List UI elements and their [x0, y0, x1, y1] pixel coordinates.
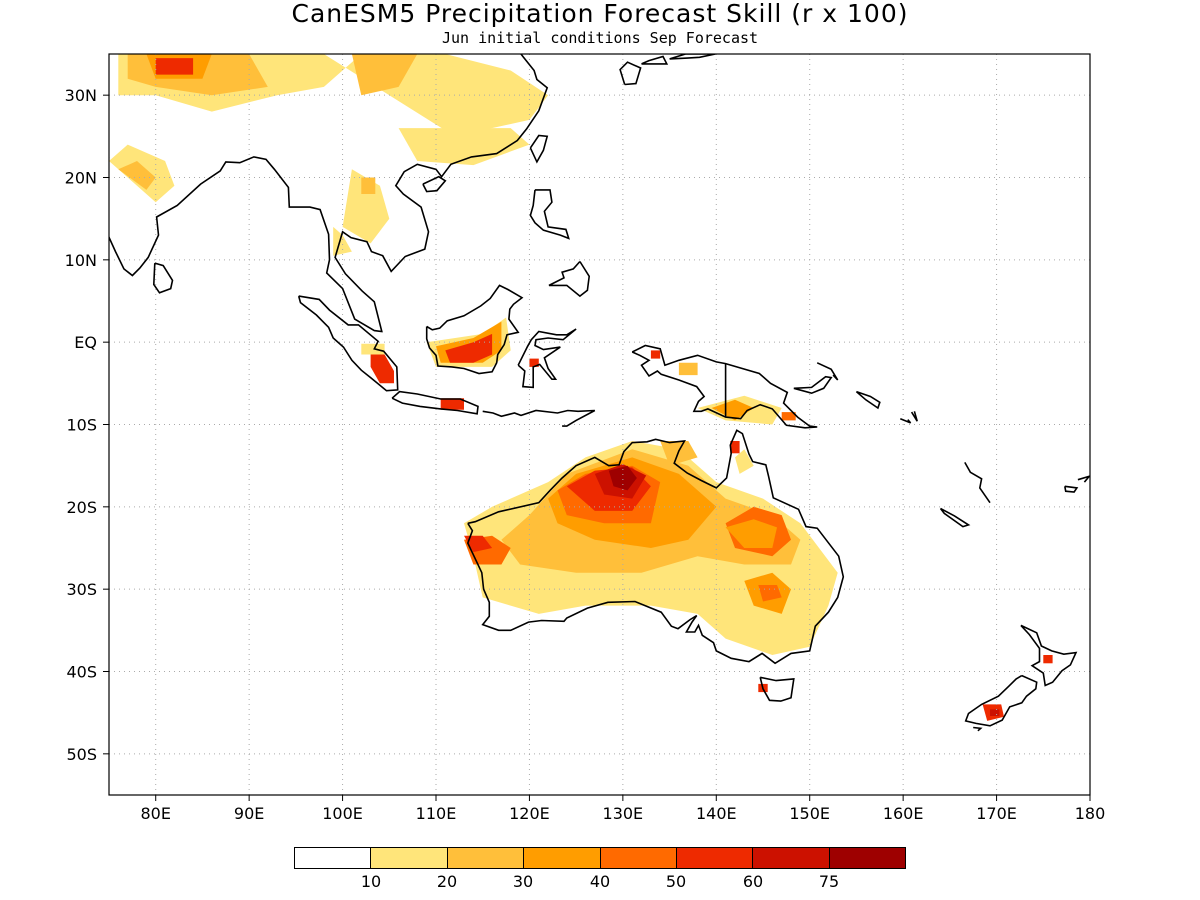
- coastline: [899, 417, 912, 424]
- colorbar-swatch: [600, 848, 677, 868]
- lon-tick-label: 150E: [789, 804, 830, 823]
- coastline: [548, 260, 591, 298]
- lon-tick-label: 90E: [234, 804, 264, 823]
- coastline: [529, 134, 549, 164]
- graticule: [109, 54, 1090, 795]
- skill-contour: [725, 519, 777, 548]
- lat-tick-label: EQ: [74, 333, 97, 352]
- skill-contour: [342, 169, 390, 244]
- coastline: [425, 284, 524, 375]
- skill-contour: [440, 398, 464, 410]
- skill-contour: [398, 128, 530, 166]
- lat-tick-label: 50S: [66, 745, 97, 764]
- coastline: [910, 411, 918, 422]
- skill-contour: [1043, 655, 1053, 664]
- coastline: [759, 676, 795, 702]
- coastline: [973, 726, 983, 732]
- colorbar-label: 60: [742, 872, 764, 891]
- skill-contour: [660, 441, 698, 466]
- lon-tick-label: 170E: [976, 804, 1017, 823]
- coastline: [422, 175, 447, 193]
- skill-contour: [990, 709, 1000, 716]
- coastline: [855, 390, 881, 410]
- lat-tick-label: 20S: [66, 498, 97, 517]
- skill-contour: [730, 441, 740, 454]
- lon-tick-label: 140E: [696, 804, 737, 823]
- coastline: [964, 462, 991, 504]
- skill-contour: [735, 449, 754, 474]
- coastline: [297, 295, 399, 392]
- coastline: [816, 362, 839, 381]
- skill-contour: [155, 58, 194, 75]
- coastline: [631, 344, 818, 429]
- colorbar-label: 50: [665, 872, 687, 891]
- lon-tick-label: 130E: [603, 804, 644, 823]
- coastline: [619, 61, 642, 86]
- skill-contour: [678, 362, 698, 376]
- lon-tick-label: 100E: [322, 804, 363, 823]
- lon-tick-label: 180: [1075, 804, 1106, 823]
- colorbar-label: 30: [512, 872, 534, 891]
- colorbar-swatch: [447, 848, 525, 868]
- colorbar-swatch: [371, 848, 448, 868]
- colorbar-swatch: [295, 848, 372, 868]
- lat-tick-label: 20N: [65, 169, 97, 188]
- skill-contour: [370, 354, 394, 384]
- axis-ticks: 80E 90E 100E 110E 120E 130E 140E 150E 160E 170E 18…: [65, 86, 1106, 823]
- colorbar-swatch: [753, 848, 830, 868]
- coastline: [1064, 485, 1079, 493]
- colorbar: [294, 847, 906, 869]
- coastline: [793, 375, 833, 395]
- lat-tick-label: 30S: [66, 580, 97, 599]
- coastline: [482, 409, 596, 427]
- chart-title: CanESM5 Precipitation Forecast Skill (r …: [291, 0, 909, 28]
- skill-shading: [109, 54, 1053, 721]
- colorbar-swatch: [829, 848, 905, 868]
- coastline: [466, 429, 845, 665]
- skill-contour: [445, 333, 493, 363]
- coastlines: [109, 54, 1090, 732]
- colorbar-swatch: [524, 848, 601, 868]
- coastline: [1020, 624, 1078, 687]
- colorbar-label: 40: [589, 872, 611, 891]
- chart-subtitle: Jun initial conditions Sep Forecast: [441, 29, 759, 47]
- colorbar-label: 10: [360, 872, 382, 891]
- coastline: [517, 328, 577, 389]
- colorbar-label: 20: [436, 872, 458, 891]
- skill-contour: [711, 399, 754, 421]
- lon-tick-label: 80E: [140, 804, 170, 823]
- lon-tick-label: 120E: [509, 804, 550, 823]
- skill-contour: [650, 350, 661, 359]
- skill-contour: [781, 412, 796, 421]
- colorbar-label: 75: [818, 872, 840, 891]
- skill-contour: [608, 465, 637, 491]
- lat-tick-label: 10S: [66, 416, 97, 435]
- lat-tick-label: 40S: [66, 663, 97, 682]
- skill-contour: [361, 177, 376, 194]
- lat-tick-label: 30N: [65, 86, 97, 105]
- lon-tick-label: 110E: [416, 804, 457, 823]
- coastline: [391, 390, 479, 415]
- coastline: [529, 189, 570, 240]
- coastline: [641, 55, 669, 65]
- coastline: [669, 54, 716, 60]
- coastline: [109, 54, 549, 333]
- coastline: [939, 507, 971, 528]
- skill-contour: [361, 343, 385, 355]
- coastline: [1077, 475, 1090, 483]
- skill-contour: [118, 161, 156, 190]
- coastline: [152, 262, 174, 294]
- lon-tick-label: 160E: [883, 804, 924, 823]
- colorbar-swatch: [676, 848, 754, 868]
- lat-tick-label: 10N: [65, 251, 97, 270]
- skill-contour: [464, 535, 493, 553]
- skill-contour: [351, 54, 418, 96]
- coastline: [964, 674, 1038, 727]
